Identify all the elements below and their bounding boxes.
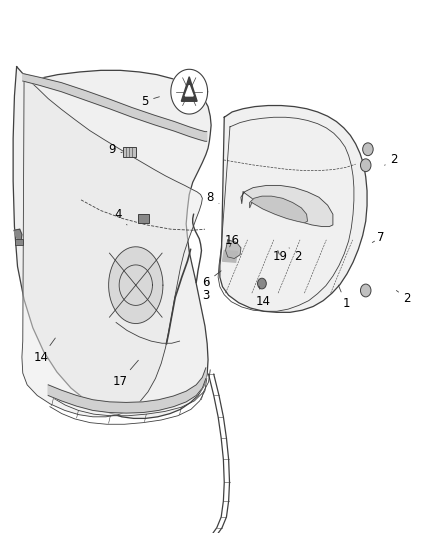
Text: 14: 14 [34,338,55,364]
Text: 2: 2 [385,154,398,166]
Text: 1: 1 [338,285,350,310]
Text: 16: 16 [225,235,240,247]
Text: 8: 8 [207,191,219,204]
Bar [138,214,149,223]
Polygon shape [23,74,207,141]
Polygon shape [109,247,163,324]
Polygon shape [223,251,237,262]
Text: 2: 2 [396,290,411,305]
Circle shape [360,159,371,172]
Polygon shape [241,185,333,227]
Text: 9: 9 [108,143,122,156]
Text: 19: 19 [273,251,288,263]
Text: 5: 5 [141,95,159,108]
Bar [123,147,136,157]
Polygon shape [226,240,241,259]
Polygon shape [220,106,367,312]
Polygon shape [185,85,193,96]
Polygon shape [48,368,206,413]
Circle shape [360,284,371,297]
Polygon shape [14,229,22,241]
Text: 7: 7 [372,231,385,244]
Circle shape [258,278,266,289]
Polygon shape [22,75,202,417]
Polygon shape [13,67,211,418]
Polygon shape [250,196,307,223]
Text: 14: 14 [255,286,270,308]
Text: 4: 4 [114,208,127,225]
Text: 17: 17 [113,360,138,387]
Text: 3: 3 [202,280,209,302]
Polygon shape [171,69,208,114]
Text: 2: 2 [289,248,302,263]
Circle shape [363,143,373,156]
Bar [15,239,23,245]
Text: 6: 6 [202,271,221,289]
Polygon shape [181,77,197,101]
